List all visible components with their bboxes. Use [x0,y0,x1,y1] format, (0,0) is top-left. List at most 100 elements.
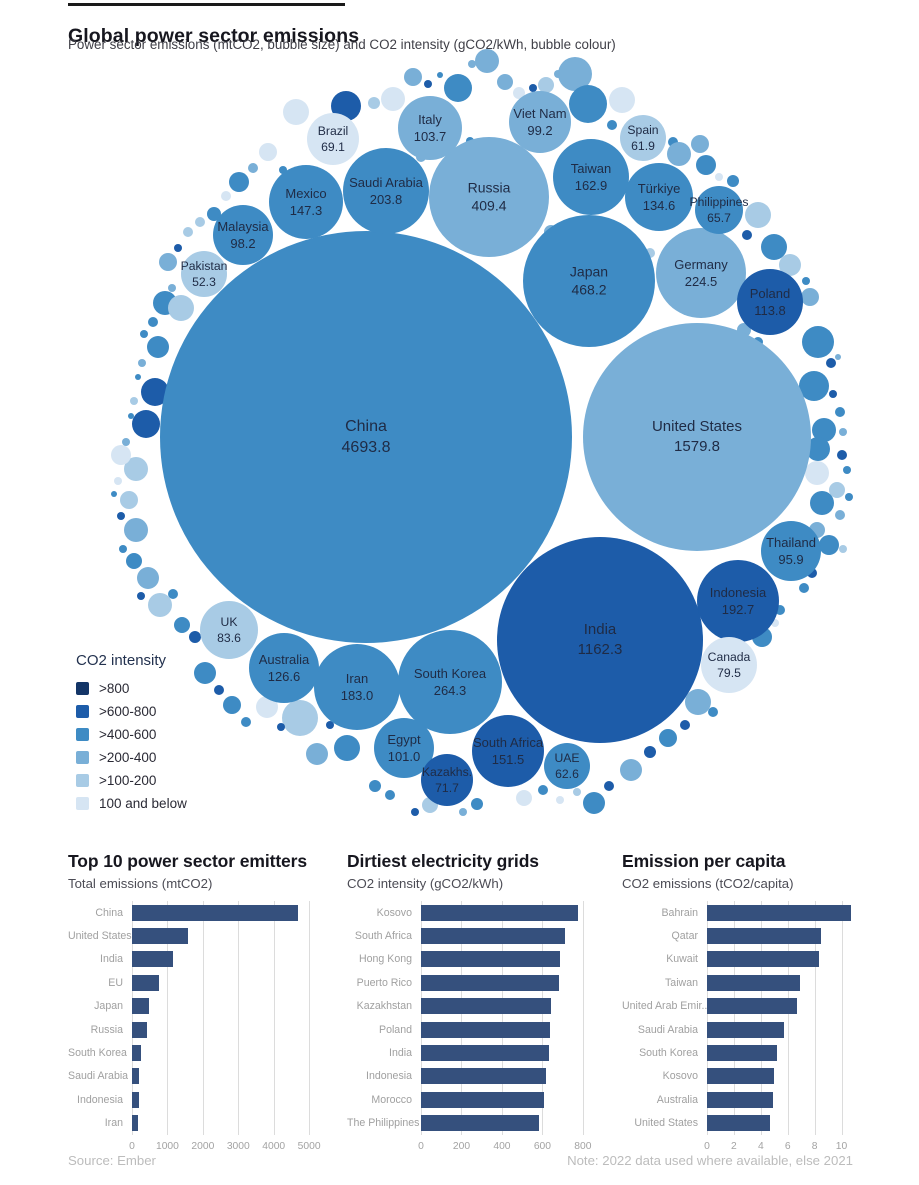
bar-the-philippines[interactable] [421,1115,540,1132]
bubble-viet-nam[interactable]: Viet Nam 99.2 [509,91,571,153]
gridline [542,901,544,1135]
gridline [733,901,735,1135]
bubble-united-states[interactable]: United States 1579.8 [583,323,811,551]
small-bubble [126,553,142,569]
bubble-egypt[interactable]: Egypt 101.0 [374,718,434,778]
bubble-mexico[interactable]: Mexico 147.3 [269,165,343,239]
legend-swatch [76,705,89,718]
small-bubble [214,685,224,695]
small-bubble [223,696,241,714]
category-label: Qatar [671,930,699,943]
gridline [760,901,762,1135]
bubble-china[interactable]: China 4693.8 [160,231,572,643]
bar-taiwan[interactable] [707,974,800,991]
gridline [787,901,789,1135]
bar-united-states[interactable] [707,1115,771,1132]
bar-india[interactable] [132,951,174,968]
bubble-label-russia: Russia 409.4 [467,179,511,214]
footer: Source: Ember Note: 2022 data used where… [68,1153,853,1168]
small-bubble [680,720,690,730]
bar-russia[interactable] [132,1021,147,1038]
bubble-thailand[interactable]: Thailand 95.9 [761,521,821,581]
bar-kuwait[interactable] [707,951,819,968]
small-bubble [283,99,309,125]
bar-indonesia[interactable] [421,1068,547,1085]
bubble-iran[interactable]: Iran 183.0 [314,644,400,730]
bubble-pakistan[interactable]: Pakistan 52.3 [181,251,227,297]
bubble-indonesia[interactable]: Indonesia 192.7 [697,560,779,642]
bar-india[interactable] [421,1045,549,1062]
gridline [461,901,463,1135]
bar-kazakhstan[interactable] [421,998,551,1015]
small-bubble [644,746,656,758]
bar-south-korea[interactable] [707,1045,777,1062]
bubble-spain[interactable]: Spain 61.9 [620,115,666,161]
bar-united-arab-emir[interactable] [707,998,798,1015]
legend-swatch [76,774,89,787]
bar-morocco[interactable] [421,1091,545,1108]
bar-row: EU [68,971,338,994]
category-label: Japan [94,1000,123,1013]
bubble-saudi-arabia[interactable]: Saudi Arabia 203.8 [343,148,429,234]
gridline [202,901,204,1135]
category-label: South Africa [354,930,412,943]
bar-australia[interactable] [707,1091,773,1108]
bar-japan[interactable] [132,998,149,1015]
bubble-taiwan[interactable]: Taiwan 162.9 [553,139,629,215]
small-bubble [135,374,141,380]
small-bubble [148,317,158,327]
bar-puerto-rico[interactable] [421,974,559,991]
small-bubble [471,798,483,810]
bubble-uk[interactable]: UK 83.6 [200,601,258,659]
category-label: Poland [379,1023,412,1036]
small-bubble [122,438,130,446]
small-bubble [124,518,148,542]
bubble-poland[interactable]: Poland 113.8 [737,269,803,335]
bubble-uae[interactable]: UAE 62.6 [544,743,590,789]
small-bubble [538,77,554,93]
category-label: India [389,1047,412,1060]
small-bubble [174,244,182,252]
bubble-australia[interactable]: Australia 126.6 [249,633,319,703]
bubble-philippines[interactable]: Philippines 65.7 [690,186,748,234]
legend-label: >100-200 [99,773,157,788]
small-bubble [183,227,193,237]
bar-eu[interactable] [132,974,159,991]
bubble-japan[interactable]: Japan 468.2 [523,215,655,347]
bar-hong-kong[interactable] [421,951,560,968]
gridline [501,901,503,1135]
bar-south-korea[interactable] [132,1045,142,1062]
small-bubble [159,253,177,271]
bar-bahrain[interactable] [707,904,851,921]
bubble-india[interactable]: India 1162.3 [497,537,703,743]
bar-chart-per-capita: Emission per capita CO2 emissions (tCO2/… [622,851,892,1155]
bar-saudi-arabia[interactable] [132,1068,140,1085]
bar-saudi-arabia[interactable] [707,1021,784,1038]
bar-qatar[interactable] [707,928,822,945]
bubble-russia[interactable]: Russia 409.4 [429,137,549,257]
bar-united-states[interactable] [132,928,188,945]
gridline [273,901,275,1135]
small-bubble [826,358,836,368]
bubble-germany[interactable]: Germany 224.5 [656,228,746,318]
bubble-malaysia[interactable]: Malaysia 98.2 [213,205,273,265]
bar-kosovo[interactable] [707,1068,775,1085]
bubble-south-africa[interactable]: South Africa 151.5 [472,715,544,787]
small-bubble [659,729,677,747]
bubble-kazakhs[interactable]: Kazakhs. 71.7 [421,754,473,806]
bar-south-africa[interactable] [421,928,565,945]
small-bubble [168,589,178,599]
tick-label: 600 [533,1140,552,1152]
bubble-t-rkiye[interactable]: Türkiye 134.6 [625,163,693,231]
bar-poland[interactable] [421,1021,550,1038]
bubble-south-korea[interactable]: South Korea 264.3 [398,630,502,734]
bubble-italy[interactable]: Italy 103.7 [398,96,462,160]
bar-indonesia[interactable] [132,1091,139,1108]
bubble-canada[interactable]: Canada 79.5 [701,637,757,693]
bar-iran[interactable] [132,1115,139,1132]
bubble-brazil[interactable]: Brazil 69.1 [307,113,359,165]
legend-swatch [76,751,89,764]
bar-china[interactable] [132,904,299,921]
bar-kosovo[interactable] [421,904,578,921]
bubble-label-t-rkiye: Türkiye 134.6 [637,180,681,213]
